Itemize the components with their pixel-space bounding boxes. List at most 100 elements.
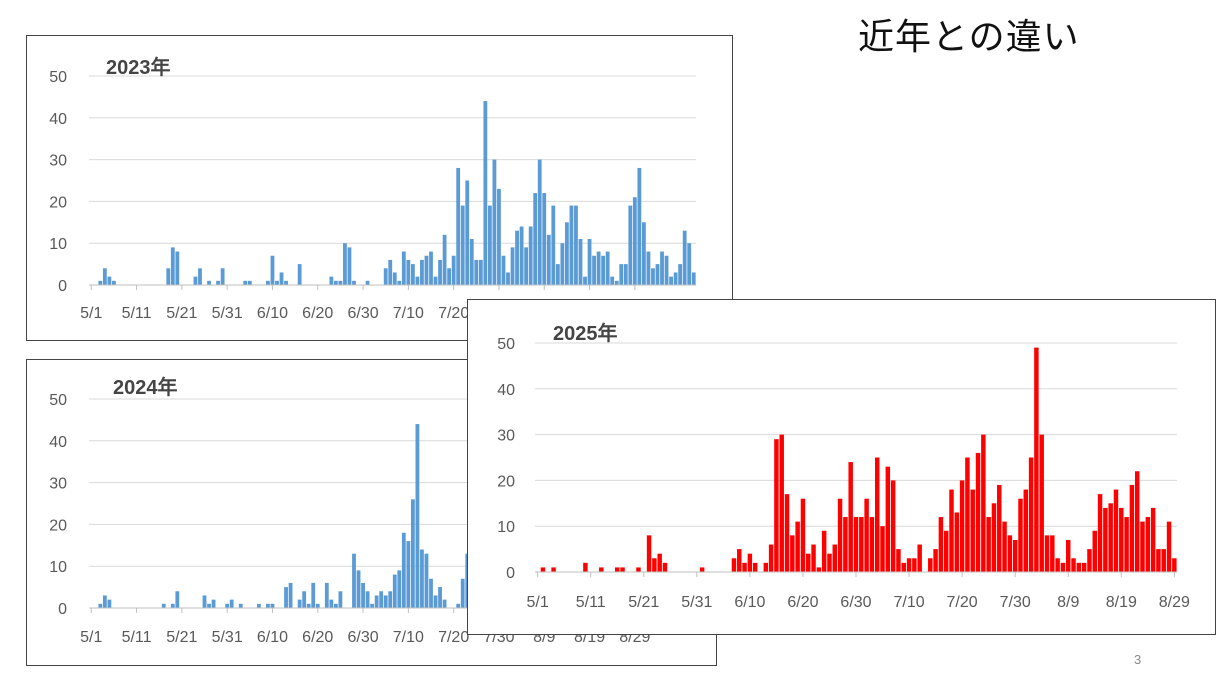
bar (555, 264, 560, 285)
x-tick-label: 5/31 (681, 594, 712, 611)
bar (329, 599, 334, 608)
x-tick-label: 6/10 (734, 594, 765, 611)
bar (1124, 517, 1129, 572)
bar (1113, 489, 1119, 572)
bar (949, 489, 954, 572)
bar (379, 591, 384, 608)
y-tick-label: 10 (49, 559, 67, 576)
chart-title-2024: 2024年 (113, 377, 178, 399)
y-tick-label: 20 (497, 473, 515, 490)
x-tick-label: 5/1 (80, 305, 102, 322)
bar (247, 280, 252, 285)
bar (170, 603, 175, 608)
bar (646, 535, 652, 572)
bar (682, 230, 687, 285)
bar (102, 268, 107, 285)
bar (1140, 521, 1145, 572)
x-tick-label: 5/1 (527, 594, 549, 611)
bar (542, 193, 547, 285)
bar (637, 167, 642, 285)
bar (752, 562, 758, 572)
bar (657, 553, 662, 572)
bar (433, 595, 438, 608)
bar (410, 264, 415, 285)
y-tick-label: 30 (497, 428, 515, 445)
bar (821, 530, 827, 572)
y-tick-label: 30 (49, 476, 67, 493)
x-tick-label: 7/10 (393, 305, 424, 322)
x-tick-label: 8/29 (1159, 594, 1190, 611)
bar (890, 480, 896, 572)
bar (487, 205, 492, 285)
bar (460, 205, 465, 285)
y-tick-label: 40 (49, 111, 67, 128)
bar (1108, 503, 1113, 572)
bar (451, 255, 456, 285)
bar (447, 268, 452, 285)
bar (497, 188, 501, 285)
bar (238, 603, 243, 608)
bar (827, 553, 832, 572)
bar (229, 599, 234, 608)
bar (1092, 530, 1097, 572)
bar (933, 549, 938, 572)
bar (193, 276, 198, 285)
bar (365, 591, 370, 608)
y-tick-label: 40 (497, 382, 515, 399)
bar (374, 595, 379, 608)
bar (774, 439, 779, 572)
x-tick-label: 8/19 (1106, 594, 1137, 611)
bar (546, 234, 551, 285)
bar (361, 582, 365, 608)
bar (207, 603, 211, 608)
bar (420, 549, 424, 608)
bar (338, 280, 343, 285)
bar (406, 259, 411, 285)
bar (1071, 558, 1076, 572)
bar (401, 251, 406, 285)
bar (343, 243, 347, 285)
bar (991, 503, 997, 572)
chart-title-2023: 2023年 (106, 57, 171, 79)
bar (198, 268, 202, 285)
bar (560, 243, 565, 285)
x-tick-label: 5/11 (576, 594, 606, 611)
bar (731, 558, 737, 572)
bar (1145, 517, 1151, 572)
bar (578, 239, 583, 285)
bar (202, 595, 207, 608)
x-tick-label: 5/21 (166, 629, 197, 646)
bar (397, 570, 402, 608)
bar (869, 517, 875, 572)
bar (853, 517, 859, 572)
bar (669, 276, 673, 285)
bar (784, 494, 790, 572)
bar (699, 567, 705, 572)
bar (574, 205, 578, 285)
bar (329, 276, 334, 285)
bar (107, 599, 112, 608)
bar (1097, 494, 1103, 572)
slide-title: 近年との違い (858, 17, 1080, 58)
bar (424, 255, 429, 285)
bar (628, 205, 633, 285)
bar (352, 280, 356, 285)
bar (388, 259, 393, 285)
bar (478, 259, 483, 285)
bar (687, 243, 692, 285)
bar (483, 101, 488, 285)
bar (1039, 434, 1044, 572)
bar (583, 276, 587, 285)
bar (311, 582, 316, 608)
bar (506, 272, 510, 285)
bar (912, 558, 917, 572)
y-tick-label: 40 (49, 434, 67, 451)
bar (297, 599, 302, 608)
bar (433, 276, 438, 285)
y-tick-label: 0 (58, 278, 67, 295)
bar (596, 251, 601, 285)
bar (438, 587, 442, 608)
bar (519, 226, 524, 285)
bar (673, 272, 678, 285)
bar (592, 255, 596, 285)
